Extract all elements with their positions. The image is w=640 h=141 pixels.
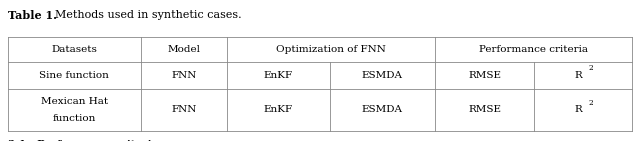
Text: R: R [574, 105, 582, 114]
Text: Datasets: Datasets [51, 45, 97, 54]
Text: EnKF: EnKF [264, 71, 293, 80]
Text: Model: Model [168, 45, 200, 54]
Text: 2: 2 [589, 99, 593, 107]
Text: function: function [52, 114, 96, 123]
Text: Performance criteria: Performance criteria [479, 45, 588, 54]
Text: Optimization of FNN: Optimization of FNN [276, 45, 386, 54]
Text: ESMDA: ESMDA [362, 105, 403, 114]
Text: Table 1.: Table 1. [8, 10, 57, 21]
Text: Methods used in synthetic cases.: Methods used in synthetic cases. [48, 10, 242, 20]
Text: RMSE: RMSE [468, 105, 501, 114]
Text: 3.1.  Performance criteria: 3.1. Performance criteria [8, 140, 158, 141]
Text: EnKF: EnKF [264, 105, 293, 114]
Text: ESMDA: ESMDA [362, 71, 403, 80]
Text: FNN: FNN [172, 71, 196, 80]
Text: 2: 2 [589, 64, 593, 72]
Text: Mexican Hat: Mexican Hat [41, 97, 108, 106]
Text: RMSE: RMSE [468, 71, 501, 80]
Text: Sine function: Sine function [39, 71, 109, 80]
Text: FNN: FNN [172, 105, 196, 114]
Text: R: R [574, 71, 582, 80]
